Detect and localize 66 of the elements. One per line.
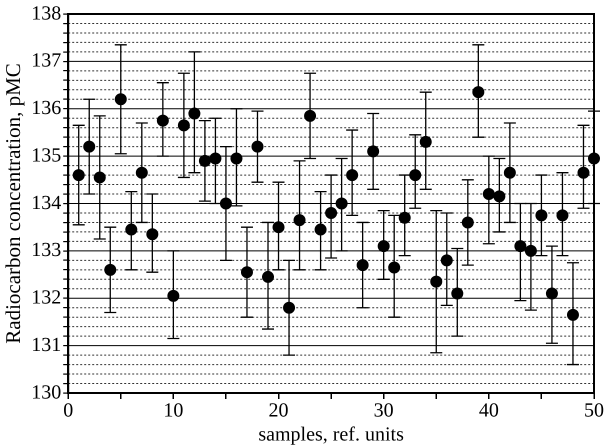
point: [125, 224, 138, 236]
point: [556, 209, 568, 222]
point: [220, 198, 232, 210]
x-tick-label: 40: [478, 399, 499, 422]
x-tick-label: 50: [584, 399, 604, 422]
x-tick-label: 20: [268, 399, 289, 422]
y-tick-label: 133: [31, 239, 62, 262]
point: [304, 110, 316, 122]
point: [94, 171, 106, 184]
y-tick-label: 135: [31, 144, 62, 166]
point: [251, 140, 264, 153]
point: [72, 169, 85, 182]
point: [314, 224, 327, 236]
point: [83, 140, 96, 153]
point: [262, 270, 274, 283]
point: [146, 228, 158, 240]
point: [156, 114, 169, 127]
x-tick-label: 10: [163, 399, 184, 422]
point: [104, 264, 116, 276]
point: [114, 93, 127, 106]
point: [198, 154, 211, 167]
y-axis-title: Radiocarbon concentration, pMC: [1, 63, 26, 344]
y-tick-label: 130: [31, 381, 62, 404]
point: [167, 290, 180, 302]
point: [356, 259, 369, 272]
x-tick-label: 30: [374, 399, 394, 422]
y-tick-label: 134: [31, 192, 62, 214]
point: [388, 261, 400, 274]
point: [451, 288, 464, 300]
point: [430, 276, 442, 288]
point: [336, 198, 348, 210]
y-tick-label: 137: [31, 50, 62, 72]
point: [178, 119, 190, 132]
y-tick-label: 131: [31, 334, 62, 356]
point: [136, 166, 148, 179]
point: [283, 302, 296, 314]
point: [514, 240, 526, 252]
point: [272, 221, 285, 234]
point: [409, 169, 422, 182]
point: [462, 216, 474, 228]
point: [325, 206, 338, 219]
point: [294, 214, 306, 226]
point: [566, 308, 579, 321]
point: [504, 166, 516, 179]
point: [420, 136, 432, 148]
point: [209, 152, 222, 164]
point: [472, 86, 484, 98]
point: [493, 190, 506, 202]
point: [546, 288, 558, 300]
point: [440, 254, 453, 266]
point: [535, 209, 548, 222]
point: [240, 266, 253, 278]
point: [398, 212, 411, 224]
point: [378, 240, 390, 252]
y-tick-label: 136: [31, 97, 62, 119]
y-tick-label: 138: [31, 2, 62, 24]
point: [346, 169, 358, 182]
point: [577, 166, 590, 179]
y-tick-label: 132: [31, 286, 62, 308]
point: [188, 107, 200, 120]
x-tick-label: 0: [63, 399, 74, 422]
point: [482, 188, 495, 200]
point: [367, 145, 380, 158]
point: [230, 152, 242, 164]
point: [524, 244, 537, 257]
x-axis-title: samples, ref. units: [258, 423, 404, 446]
